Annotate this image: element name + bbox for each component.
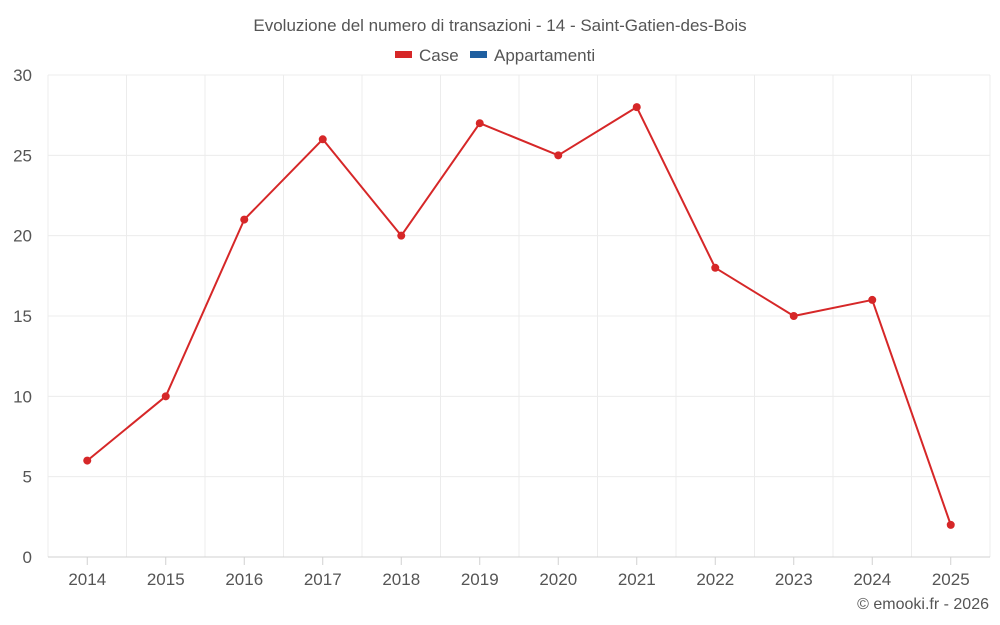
x-tick-label: 2017 [304,570,342,589]
data-point [554,151,563,160]
x-axis-ticks: 2014 2015 2016 2017 2018 2019 2020 2021 2022 2023… [68,557,970,589]
legend-swatch-case [395,51,412,58]
data-point [946,520,955,529]
x-tick-label: 2022 [696,570,734,589]
data-point [161,392,170,401]
y-tick-label: 30 [13,66,32,85]
y-tick-label: 15 [13,307,32,326]
chart-title: Evoluzione del numero di transazioni - 1… [253,16,746,35]
data-point [868,295,877,304]
series-case [83,103,955,529]
data-point [397,231,406,240]
x-tick-label: 2020 [539,570,577,589]
y-tick-label: 0 [23,548,32,567]
grid [47,74,991,557]
data-point [83,456,92,465]
data-point [318,135,327,144]
x-tick-label: 2014 [68,570,106,589]
x-tick-label: 2024 [853,570,891,589]
legend-swatch-appartamenti [470,51,487,58]
x-tick-label: 2025 [932,570,970,589]
series-line [86,106,952,526]
y-axis-ticks: 0 5 10 15 20 25 30 [13,66,32,567]
data-point [475,119,484,128]
y-tick-label: 20 [13,227,32,246]
x-tick-label: 2018 [382,570,420,589]
x-tick-label: 2023 [775,570,813,589]
data-point [632,103,641,112]
y-tick-label: 5 [23,468,32,487]
x-tick-label: 2019 [461,570,499,589]
x-tick-label: 2015 [147,570,185,589]
x-tick-label: 2021 [618,570,656,589]
legend: Case Appartamenti [395,46,595,65]
data-point [711,263,720,272]
data-point [240,215,249,224]
data-point [789,312,798,320]
y-tick-label: 10 [13,387,32,406]
legend-label-case: Case [419,46,459,65]
credit-text: © emooki.fr - 2026 [857,596,989,613]
legend-label-appartamenti: Appartamenti [494,46,595,65]
x-tick-label: 2016 [225,570,263,589]
y-tick-label: 25 [13,146,32,165]
